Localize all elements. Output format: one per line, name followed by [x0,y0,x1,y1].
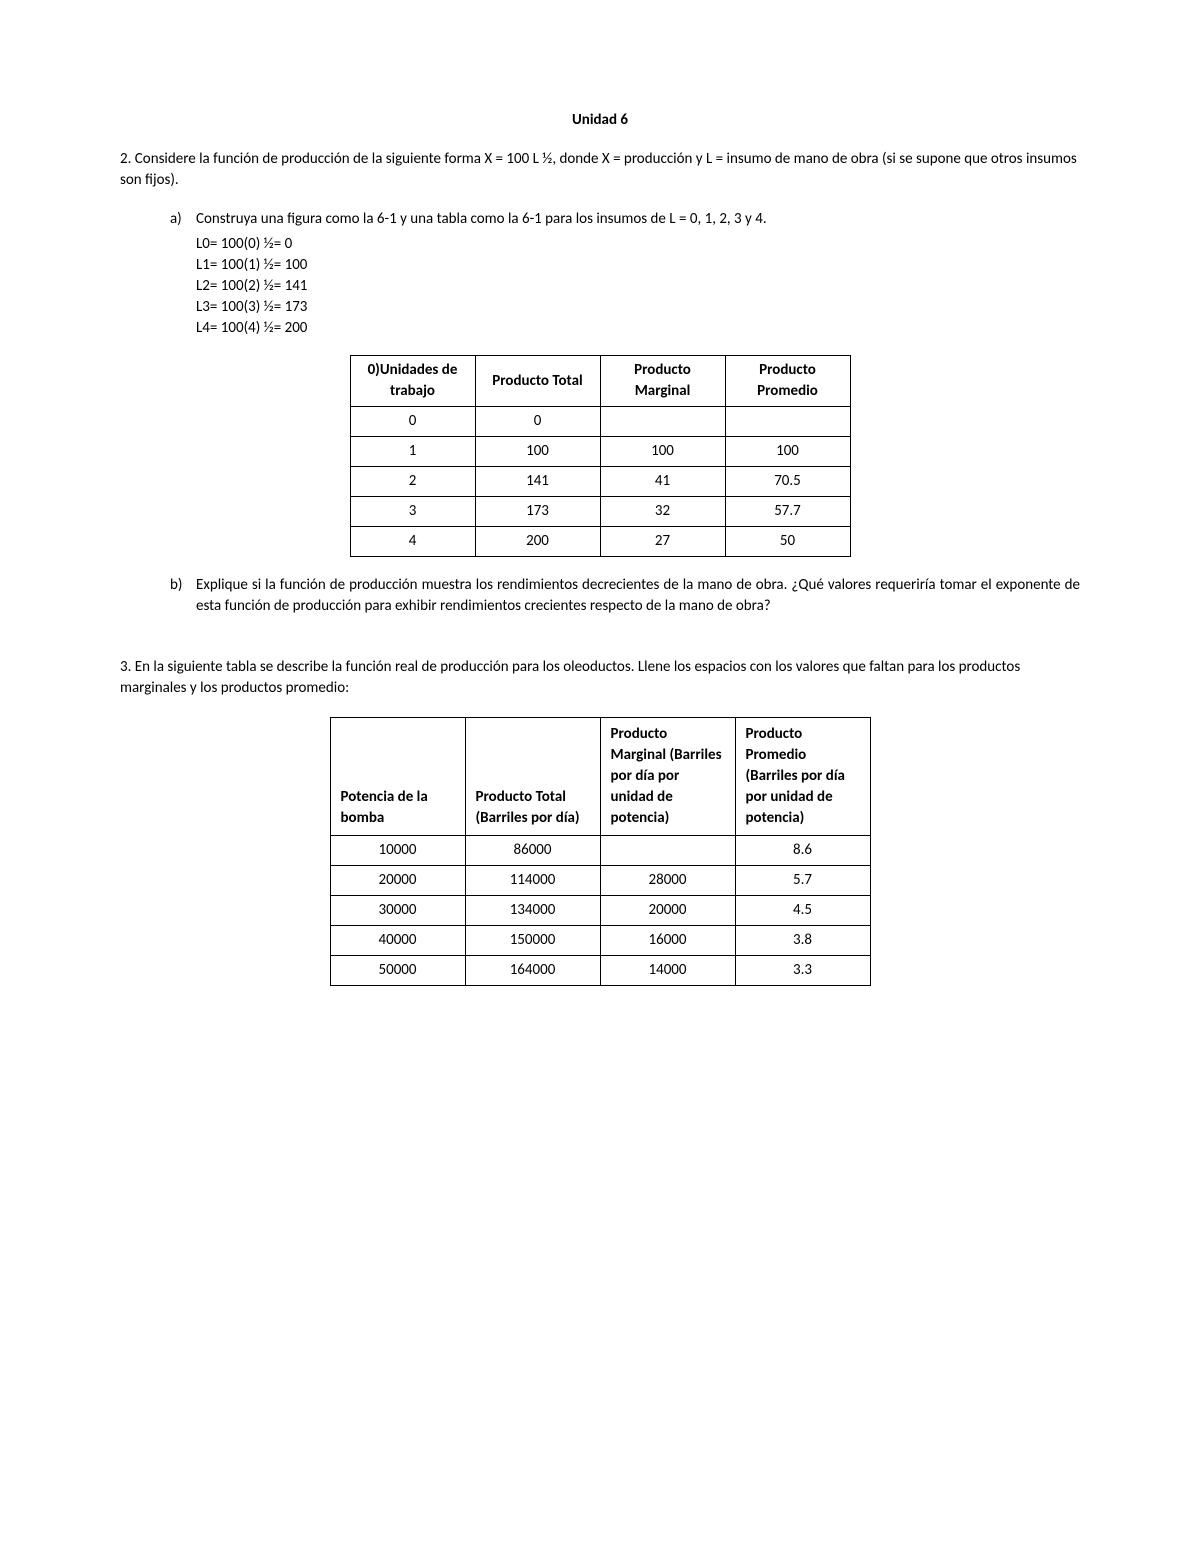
q2-sub-list: a) Construya una figura como la 6-1 y un… [120,209,1080,339]
col-header: Producto Marginal (Barriles por día por … [600,718,735,836]
cell: 114000 [465,866,600,896]
cell: 3.8 [735,926,870,956]
table-row: 1 100 100 100 [350,437,850,467]
cell: 16000 [600,926,735,956]
cell: 3.3 [735,956,870,986]
cell: 86000 [465,836,600,866]
cell [600,836,735,866]
col-header: Producto Total (Barriles por día) [465,718,600,836]
table-row: 30000 134000 20000 4.5 [330,896,870,926]
table-row: 10000 86000 8.6 [330,836,870,866]
cell: 10000 [330,836,465,866]
cell: 20000 [600,896,735,926]
q2-a-marker: a) [170,209,196,339]
cell: 100 [475,437,600,467]
table-row: 0 0 [350,407,850,437]
table-row: 50000 164000 14000 3.3 [330,956,870,986]
table-row: 20000 114000 28000 5.7 [330,866,870,896]
cell: 28000 [600,866,735,896]
cell: 4 [350,527,475,557]
calc-line-2: L2= 100(2) ½= 141 [196,276,1080,297]
cell: 0 [475,407,600,437]
cell: 100 [600,437,725,467]
cell: 30000 [330,896,465,926]
cell: 20000 [330,866,465,896]
cell: 4.5 [735,896,870,926]
calc-line-4: L4= 100(4) ½= 200 [196,318,1080,339]
col-header: Producto Promedio [725,356,850,407]
col-header: Producto Marginal [600,356,725,407]
calc-line-0: L0= 100(0) ½= 0 [196,234,1080,255]
q2-item-b: b) Explique si la función de producción … [170,575,1080,617]
q2-table: 0)Unidades de trabajo Producto Total Pro… [350,355,851,557]
cell: 200 [475,527,600,557]
col-header: Producto Total [475,356,600,407]
cell: 173 [475,497,600,527]
table-row: 2 141 41 70.5 [350,467,850,497]
calc-line-1: L1= 100(1) ½= 100 [196,255,1080,276]
col-header: 0)Unidades de trabajo [350,356,475,407]
q2-a-body: Construya una figura como la 6-1 y una t… [196,209,1080,339]
q2-sub-list-b: b) Explique si la función de producción … [120,575,1080,617]
cell: 5.7 [735,866,870,896]
table-header-row: 0)Unidades de trabajo Producto Total Pro… [350,356,850,407]
cell: 40000 [330,926,465,956]
q2-b-text: Explique si la función de producción mue… [196,575,1080,617]
q3-table: Potencia de la bomba Producto Total (Bar… [330,717,871,986]
cell: 50 [725,527,850,557]
page-title: Unidad 6 [120,110,1080,131]
cell: 57.7 [725,497,850,527]
cell: 2 [350,467,475,497]
cell: 70.5 [725,467,850,497]
cell: 141 [475,467,600,497]
q3-intro: 3. En la siguiente tabla se describe la … [120,657,1080,699]
cell: 32 [600,497,725,527]
table-header-row: Potencia de la bomba Producto Total (Bar… [330,718,870,836]
q3-block: 3. En la siguiente tabla se describe la … [120,657,1080,986]
calc-line-3: L3= 100(3) ½= 173 [196,297,1080,318]
col-header: Producto Promedio (Barriles por día por … [735,718,870,836]
cell: 134000 [465,896,600,926]
cell: 1 [350,437,475,467]
q2-item-a: a) Construya una figura como la 6-1 y un… [170,209,1080,339]
table-row: 3 173 32 57.7 [350,497,850,527]
cell: 50000 [330,956,465,986]
q2-b-marker: b) [170,575,196,617]
cell [725,407,850,437]
col-header: Potencia de la bomba [330,718,465,836]
cell: 3 [350,497,475,527]
cell: 100 [725,437,850,467]
cell: 8.6 [735,836,870,866]
cell [600,407,725,437]
q2-a-text: Construya una figura como la 6-1 y una t… [196,209,1080,230]
table-row: 4 200 27 50 [350,527,850,557]
q2-intro: 2. Considere la función de producción de… [120,149,1080,191]
cell: 164000 [465,956,600,986]
cell: 150000 [465,926,600,956]
cell: 27 [600,527,725,557]
cell: 41 [600,467,725,497]
cell: 14000 [600,956,735,986]
cell: 0 [350,407,475,437]
table-row: 40000 150000 16000 3.8 [330,926,870,956]
